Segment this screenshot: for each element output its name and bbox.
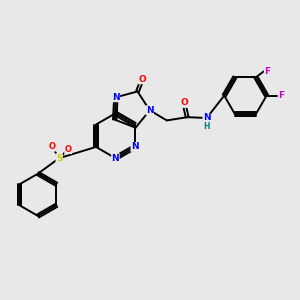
Text: N: N bbox=[131, 142, 139, 152]
Text: F: F bbox=[278, 91, 284, 100]
Text: O: O bbox=[138, 75, 146, 84]
Text: F: F bbox=[264, 67, 270, 76]
Text: O: O bbox=[48, 142, 56, 151]
Text: N: N bbox=[112, 93, 120, 102]
Text: H: H bbox=[203, 122, 210, 131]
Text: O: O bbox=[65, 145, 72, 154]
Text: O: O bbox=[180, 98, 188, 107]
Text: S: S bbox=[56, 154, 62, 163]
Text: N: N bbox=[146, 106, 154, 115]
Text: N: N bbox=[112, 154, 119, 163]
Text: N: N bbox=[203, 113, 211, 122]
